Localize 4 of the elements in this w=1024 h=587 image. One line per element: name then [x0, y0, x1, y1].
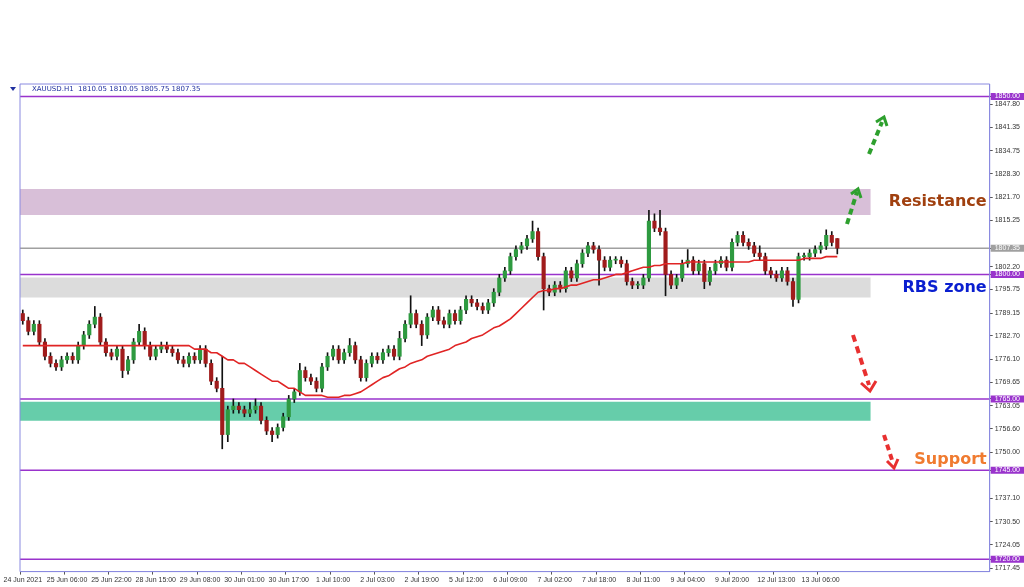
- candlestick: [613, 256, 618, 265]
- ref-line-label: Support: [914, 449, 988, 469]
- band-label: RBS zone: [902, 276, 987, 296]
- band-label: Resistance: [888, 191, 987, 211]
